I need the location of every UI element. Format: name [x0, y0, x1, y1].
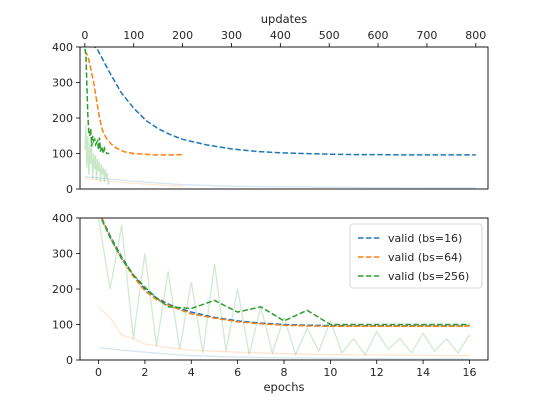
y-tick-label: 200 [52, 283, 73, 296]
x-tick-label: 4 [188, 366, 195, 379]
y-tick-label: 0 [66, 354, 73, 367]
x-tick-label: 6 [234, 366, 241, 379]
y-tick-label: 100 [52, 319, 73, 332]
x-tick-label: 500 [319, 29, 340, 42]
x-tick-label: 8 [281, 366, 288, 379]
series-train-bs-256-line [84, 125, 110, 185]
series-train-bs-256-line [97, 218, 471, 357]
series-valid-bs-64-line [100, 218, 470, 328]
series-valid-bs-16-line [93, 47, 476, 156]
y-tick-label: 400 [52, 41, 73, 54]
x-tick-label: 16 [462, 366, 476, 379]
legend-entry-label: valid (bs=64) [388, 251, 462, 264]
x-tick-label: 700 [416, 29, 437, 42]
axes-frame [79, 46, 489, 190]
x-tick-label: 0 [95, 366, 102, 379]
legend-entry-label: valid (bs=16) [388, 232, 462, 245]
legend: valid (bs=16) valid (bs=64) valid (bs=256) [349, 223, 483, 289]
series-valid-bs-256-line [84, 48, 110, 155]
series-train-bs-64-line [84, 177, 183, 187]
y-tick-label: 200 [52, 112, 73, 125]
x-tick-label: 200 [172, 29, 193, 42]
legend-entry-label: valid (bs=256) [388, 270, 469, 283]
x-tick-label: 14 [416, 366, 430, 379]
series-train-bs-16-line [98, 346, 470, 360]
x-tick-label: 800 [465, 29, 486, 42]
panel-updates: 0 100 200 300 400 0 100 200 300 400 500 600 700 800 up… [52, 12, 489, 196]
y-tick-label: 0 [66, 183, 73, 196]
x-tick-label: 600 [368, 29, 389, 42]
y-tick-label: 300 [52, 77, 73, 90]
legend-box [349, 223, 483, 289]
y-tick-label: 100 [52, 148, 73, 161]
x-tick-label: 10 [323, 366, 337, 379]
series-valid-bs-256-line [100, 218, 470, 326]
x-tick-label: 100 [123, 29, 144, 42]
x-axis-label: epochs [263, 380, 304, 394]
panel-epochs: 0 100 200 300 400 0 2 4 6 8 10 12 14 16 epochs valid (b… [52, 212, 489, 394]
series-train-bs-64-line [98, 306, 470, 357]
series-valid-bs-16-line [100, 218, 470, 327]
y-tick-label: 400 [52, 212, 73, 225]
x-tick-label: 300 [221, 29, 242, 42]
x-tick-label: 400 [270, 29, 291, 42]
x-axis-label: updates [261, 12, 308, 26]
x-tick-label: 12 [370, 366, 384, 379]
x-tick-label: 0 [81, 29, 88, 42]
x-tick-label: 2 [141, 366, 148, 379]
series-train-bs-16-line [84, 175, 476, 189]
y-tick-label: 300 [52, 248, 73, 261]
series-valid-bs-64-line [84, 50, 183, 156]
